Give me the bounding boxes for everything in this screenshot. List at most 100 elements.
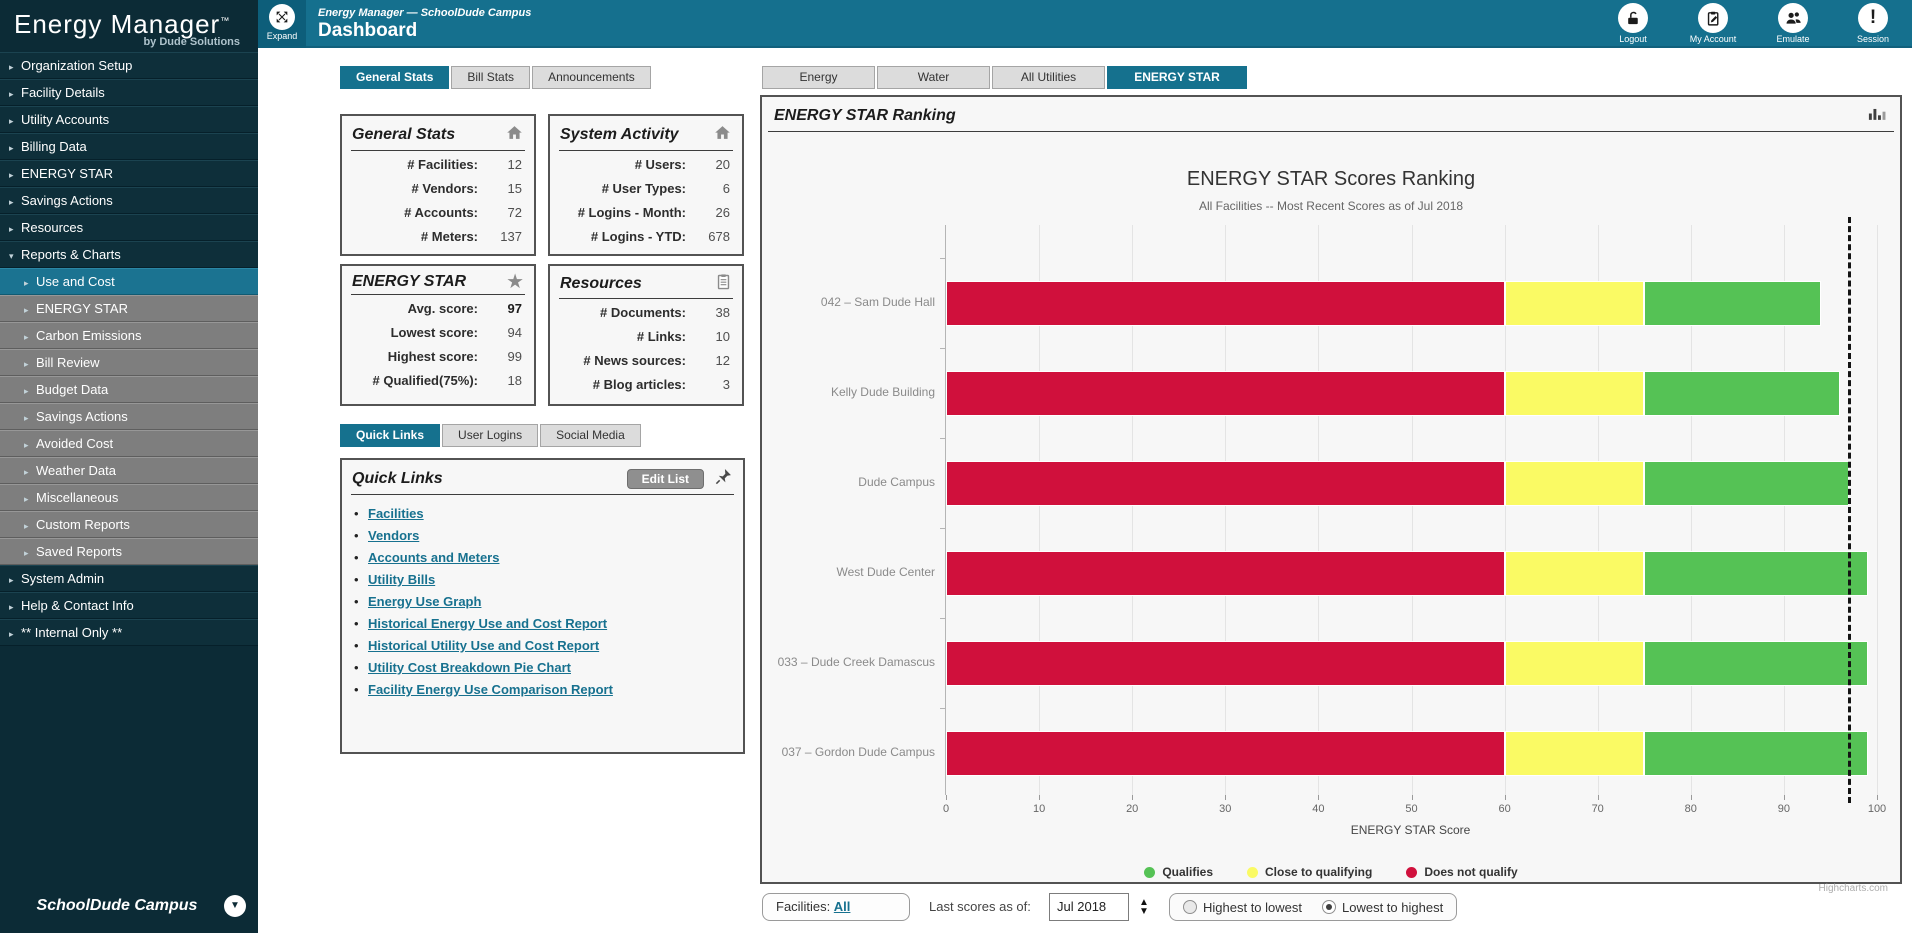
energy-star-ranking-panel: ENERGY STAR Ranking ENERGY STAR Scores R… <box>760 95 1902 894</box>
chart-area: ENERGY STAR Scores Ranking All Facilitie… <box>762 135 1900 894</box>
edit-list-button[interactable]: Edit List <box>626 469 704 489</box>
spinner-down-icon[interactable]: ▼ <box>1139 906 1149 917</box>
x-axis-title: ENERGY STAR Score <box>1350 823 1471 837</box>
sidebar-item-facility-details[interactable]: ▸ Facility Details <box>0 79 258 106</box>
pin-icon[interactable] <box>714 467 733 491</box>
x-axis-tick <box>1690 795 1692 800</box>
quick-link[interactable]: Utility Cost Breakdown Pie Chart <box>368 660 571 675</box>
chevron-right-icon: ▸ <box>24 521 29 531</box>
sidebar-item-utility-accounts[interactable]: ▸ Utility Accounts <box>0 106 258 133</box>
radio-lowest-to-highest[interactable]: Lowest to highest <box>1322 900 1443 915</box>
sidebar-item-organization-setup[interactable]: ▸ Organization Setup <box>0 52 258 79</box>
sidebar-item-energy-star[interactable]: ▸ ENERGY STAR <box>0 295 258 322</box>
sidebar-item-saved-reports[interactable]: ▸ Saved Reports <box>0 538 258 565</box>
tab-social-media[interactable]: Social Media <box>540 424 641 447</box>
sidebar-item-resources[interactable]: ▸ Resources <box>0 214 258 241</box>
radio-circle-icon <box>1183 900 1197 914</box>
my-account-button[interactable]: My Account <box>1684 3 1742 44</box>
sidebar-item-use-and-cost[interactable]: ▸ Use and Cost <box>0 268 258 295</box>
tab-bill-stats[interactable]: Bill Stats <box>451 66 531 89</box>
sidebar-item-energy-star[interactable]: ▸ ENERGY STAR <box>0 160 258 187</box>
bar-segment <box>1504 641 1645 686</box>
exclamation-icon: ! <box>1858 3 1888 33</box>
sidebar-item-billing-data[interactable]: ▸ Billing Data <box>0 133 258 160</box>
app-logo: Energy Manager™ by Dude Solutions <box>0 0 258 52</box>
bar-segment <box>946 281 1505 326</box>
sidebar-item-help-contact-info[interactable]: ▸ Help & Contact Info <box>0 592 258 619</box>
quick-link[interactable]: Historical Utility Use and Cost Report <box>368 638 600 653</box>
stat-row: # Documents: 38 <box>600 305 730 320</box>
chart-subtitle: All Facilities -- Most Recent Scores as … <box>1198 199 1464 213</box>
bar-chart-icon[interactable] <box>1868 106 1888 126</box>
quick-link[interactable]: Historical Energy Use and Cost Report <box>368 616 608 631</box>
tab-general-stats[interactable]: General Stats <box>340 66 450 89</box>
expand-button[interactable]: Expand <box>258 0 306 48</box>
quick-link[interactable]: Facilities <box>368 506 424 521</box>
campus-switcher-button[interactable]: ▼ <box>224 895 246 917</box>
tab-energy[interactable]: Energy <box>762 66 875 89</box>
radio-highest-to-lowest[interactable]: Highest to lowest <box>1183 900 1302 915</box>
sidebar-item-savings-actions[interactable]: ▸ Savings Actions <box>0 187 258 214</box>
tab-all-utilities[interactable]: All Utilities <box>992 66 1105 89</box>
quick-link[interactable]: Vendors <box>368 528 420 543</box>
spinner-up-icon[interactable]: ▲ <box>1139 897 1149 908</box>
sidebar-item-internal-only[interactable]: ▸ ** Internal Only ** <box>0 619 258 646</box>
clipboard-pencil-icon <box>1698 3 1728 33</box>
scores-date-input[interactable]: Jul 2018 <box>1049 893 1129 921</box>
sidebar-item-label: Carbon Emissions <box>36 328 142 343</box>
panel-title: System Activity <box>560 126 679 143</box>
sidebar-item-custom-reports[interactable]: ▸ Custom Reports <box>0 511 258 538</box>
chart-controls: Facilities: All Last scores as of: Jul 2… <box>762 893 1904 925</box>
panel-title: Quick Links <box>352 470 443 487</box>
sidebar-item-savings-actions[interactable]: ▸ Savings Actions <box>0 403 258 430</box>
quick-link[interactable]: Facility Energy Use Comparison Report <box>368 682 613 697</box>
tab-energy-star[interactable]: ENERGY STAR <box>1107 66 1247 89</box>
sidebar-item-weather-data[interactable]: ▸ Weather Data <box>0 457 258 484</box>
chart-plot: 0 10 20 30 40 50 60 70 80 90 100 042 – Sam Dude Hal… <box>778 217 1886 815</box>
tab-user-logins[interactable]: User Logins <box>442 424 539 447</box>
category-label: West Dude Center <box>836 565 936 579</box>
logout-button[interactable]: Logout <box>1604 3 1662 44</box>
sidebar-item-label: Miscellaneous <box>36 490 119 505</box>
bar-segment <box>1504 461 1645 506</box>
sidebar-item-reports-charts[interactable]: ▾ Reports & Charts <box>0 241 258 268</box>
sidebar-item-bill-review[interactable]: ▸ Bill Review <box>0 349 258 376</box>
facilities-all-link[interactable]: All <box>833 899 851 914</box>
sidebar-item-avoided-cost[interactable]: ▸ Avoided Cost <box>0 430 258 457</box>
sidebar-item-label: Organization Setup <box>21 58 133 73</box>
stat-row: Highest score: 99 <box>387 349 522 364</box>
tab-water[interactable]: Water <box>877 66 990 89</box>
quick-link[interactable]: Accounts and Meters <box>368 550 500 565</box>
chevron-right-icon: ▸ <box>24 278 29 288</box>
quick-link[interactable]: Energy Use Graph <box>368 594 482 609</box>
bar-segment <box>946 641 1505 686</box>
chevron-right-icon: ▸ <box>9 629 14 639</box>
sidebar-item-carbon-emissions[interactable]: ▸ Carbon Emissions <box>0 322 258 349</box>
sidebar-item-label: Savings Actions <box>21 193 113 208</box>
emulate-button[interactable]: Emulate <box>1764 3 1822 44</box>
stat-row: # Meters: 137 <box>420 229 522 244</box>
tab-announcements[interactable]: Announcements <box>532 66 651 89</box>
category-label: Dude Campus <box>858 475 935 489</box>
main-content: General Stats Bill Stats Announcements G… <box>258 48 1912 933</box>
stat-row: # Links: 10 <box>636 329 730 344</box>
tab-quick-links[interactable]: Quick Links <box>340 424 441 447</box>
quick-link[interactable]: Utility Bills <box>368 572 436 587</box>
utility-tabs: Energy Water All Utilities ENERGY STAR <box>762 66 1247 89</box>
session-button[interactable]: ! Session <box>1844 3 1902 44</box>
legend-item-close-to-qualifying[interactable]: Close to qualifying <box>1247 865 1372 879</box>
sidebar-nav: ▸ Organization Setup ▸ Facility Details ▸ Uti… <box>0 52 258 646</box>
sidebar-item-miscellaneous[interactable]: ▸ Miscellaneous <box>0 484 258 511</box>
sidebar-item-system-admin[interactable]: ▸ System Admin <box>0 565 258 592</box>
legend-item-qualifies[interactable]: Qualifies <box>1144 865 1213 879</box>
date-spinner[interactable]: ▲ ▼ <box>1136 893 1152 921</box>
chevron-right-icon: ▸ <box>9 197 14 207</box>
gridline <box>1504 225 1506 795</box>
legend-label: Does not qualify <box>1424 865 1518 879</box>
sidebar-item-budget-data[interactable]: ▸ Budget Data <box>0 376 258 403</box>
stat-row: # Facilities: 12 <box>407 157 522 172</box>
x-tick-label: 90 <box>1777 803 1791 815</box>
x-tick-label: 50 <box>1405 803 1418 815</box>
chevron-right-icon: ▸ <box>24 386 29 396</box>
legend-item-does-not-qualify[interactable]: Does not qualify <box>1406 865 1518 879</box>
